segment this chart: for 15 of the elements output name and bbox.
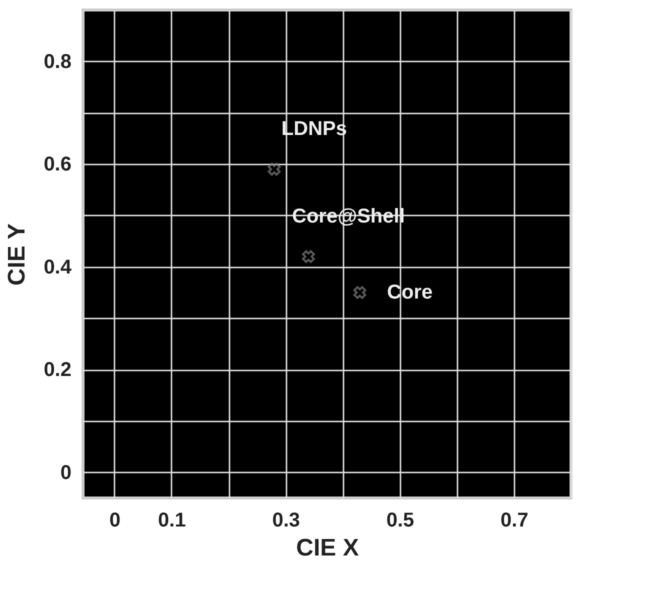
- x-tick-label: 0.3: [272, 510, 300, 532]
- y-tick-label: 0: [60, 462, 72, 484]
- y-axis-title: CIE Y: [4, 223, 31, 286]
- point: [302, 250, 315, 263]
- y-tick-label: 0.2: [44, 359, 72, 382]
- y-tick-label: 0.8: [44, 50, 72, 73]
- point: [353, 286, 366, 299]
- x-tick-label: 0.5: [386, 510, 414, 532]
- x-tick-label: 0.1: [158, 510, 186, 532]
- y-tick-label: 0.6: [44, 154, 72, 176]
- point: [268, 162, 281, 176]
- y-tick-label: 0.4: [44, 256, 72, 278]
- x-tick-label: 0: [109, 510, 120, 532]
- x-tick-label: 0.7: [500, 510, 528, 532]
- x-axis-title: CIE X: [296, 534, 359, 562]
